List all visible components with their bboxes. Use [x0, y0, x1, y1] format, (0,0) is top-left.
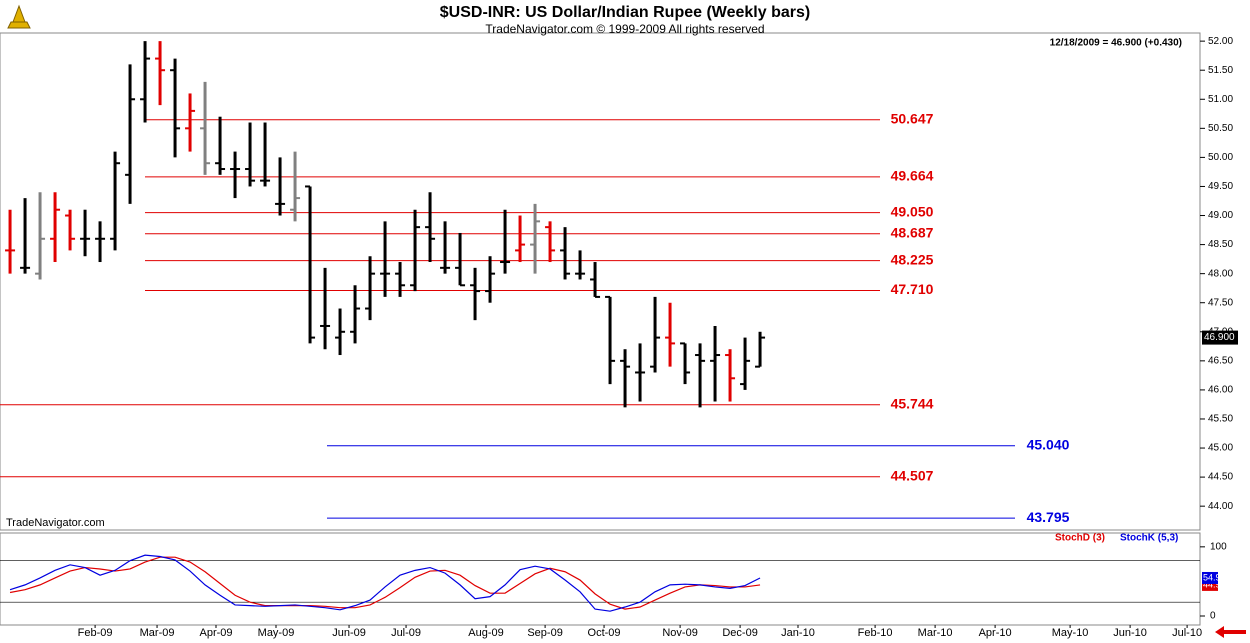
level-label: 45.744 — [891, 395, 934, 411]
x-tick-label: May-09 — [258, 627, 295, 639]
x-tick-label: Jul-09 — [391, 627, 421, 639]
last-info: 12/18/2009 = 46.900 (+0.430) — [1050, 38, 1182, 49]
x-tick-label: Sep-09 — [527, 627, 562, 639]
x-tick-label: Mar-10 — [918, 627, 953, 639]
x-tick-label: Apr-10 — [979, 627, 1012, 639]
y-tick-label: 45.00 — [1208, 443, 1233, 454]
y-tick-label: 48.00 — [1208, 268, 1233, 279]
x-tick-label: Oct-09 — [588, 627, 621, 639]
end-value-label: 44.96 — [1203, 579, 1226, 589]
stoch-line — [9, 556, 761, 610]
last-price-box — [1202, 330, 1238, 345]
y-tick-label: 47.50 — [1208, 297, 1233, 308]
watermark: TradeNavigator.com — [6, 517, 105, 529]
x-tick-label: Dec-09 — [722, 627, 757, 639]
end-value-label: 54.97 — [1203, 572, 1226, 582]
chart-subtitle: TradeNavigator.com © 1999-2009 All right… — [485, 22, 764, 36]
y-tick-label: 44.00 — [1208, 501, 1233, 512]
x-tick-label: Feb-09 — [78, 627, 113, 639]
legend-label: StochK (5,3) — [1120, 533, 1178, 544]
x-tick-label: Jan-10 — [781, 627, 815, 639]
end-value-box — [1202, 571, 1218, 584]
chart-title: $USD-INR: US Dollar/Indian Rupee (Weekly… — [440, 4, 810, 21]
y-tick-label: 49.50 — [1208, 181, 1233, 192]
level-label: 44.507 — [891, 467, 934, 483]
scroll-arrow[interactable] — [1215, 626, 1246, 638]
x-tick-label: Jul-10 — [1172, 627, 1202, 639]
x-tick-label: Apr-09 — [199, 627, 232, 639]
y-tick-label: 51.00 — [1208, 94, 1233, 105]
x-tick-label: Jun-10 — [1113, 627, 1147, 639]
y-tick-label: 50.00 — [1208, 152, 1233, 163]
y-tick-label: 100 — [1210, 541, 1227, 552]
level-label: 47.710 — [891, 281, 934, 297]
x-tick-label: Jun-09 — [332, 627, 366, 639]
price-panel — [0, 32, 1201, 531]
last-price-label: 46.900 — [1204, 332, 1235, 343]
y-tick-label: 48.50 — [1208, 239, 1233, 250]
x-tick-label: May-10 — [1052, 627, 1089, 639]
level-label: 45.040 — [1027, 436, 1070, 452]
level-label: 50.647 — [891, 110, 934, 126]
x-tick-label: Mar-09 — [140, 627, 175, 639]
y-tick-label: 44.50 — [1208, 472, 1233, 483]
level-label: 48.225 — [891, 251, 934, 267]
level-label: 48.687 — [891, 224, 934, 240]
stoch-panel — [0, 532, 1201, 626]
y-tick-label: 49.00 — [1208, 210, 1233, 221]
y-tick-label: 46.50 — [1208, 355, 1233, 366]
y-tick-label: 51.50 — [1208, 65, 1233, 76]
stoch-line — [9, 554, 761, 612]
level-label: 43.795 — [1027, 509, 1070, 525]
x-tick-label: Aug-09 — [468, 627, 503, 639]
x-tick-label: Nov-09 — [662, 627, 697, 639]
y-tick-label: 52.00 — [1208, 36, 1233, 47]
y-tick-label: 46.00 — [1208, 385, 1233, 396]
level-label: 49.050 — [891, 203, 934, 219]
legend-label: StochD (3) — [1055, 533, 1105, 544]
level-label: 49.664 — [891, 168, 934, 184]
logo — [7, 4, 31, 29]
y-tick-label: 45.50 — [1208, 414, 1233, 425]
x-tick-label: Feb-10 — [858, 627, 893, 639]
y-tick-label: 0 — [1210, 611, 1216, 622]
y-tick-label: 50.50 — [1208, 123, 1233, 134]
